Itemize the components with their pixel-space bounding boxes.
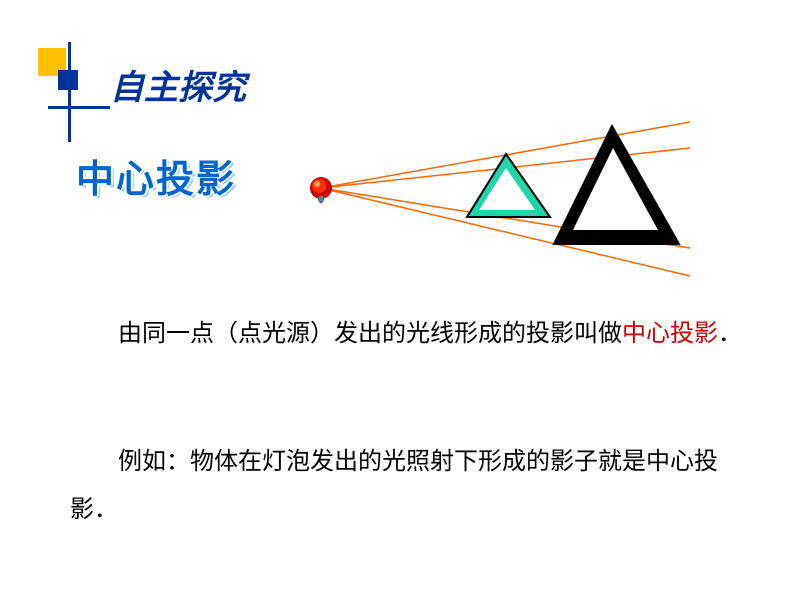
definition-text-post: ． xyxy=(718,321,742,347)
page-subheading: 中心投影 xyxy=(76,148,236,203)
light-bulb-icon xyxy=(310,177,332,204)
definition-paragraph: 由同一点（点光源）发出的光线形成的投影叫做中心投影． xyxy=(70,310,754,358)
page-heading: 自主探究 xyxy=(110,60,246,109)
projection-diagram xyxy=(295,118,695,288)
small-triangle xyxy=(467,154,550,217)
decoration-horizontal-line xyxy=(48,106,110,109)
decoration-blue-square xyxy=(58,70,78,90)
definition-highlight: 中心投影 xyxy=(622,321,718,347)
example-paragraph: 例如：物体在灯泡发出的光照射下形成的影子就是中心投影． xyxy=(70,438,754,534)
corner-decoration xyxy=(30,30,110,125)
decoration-vertical-line xyxy=(68,42,71,142)
definition-text-pre: 由同一点（点光源）发出的光线形成的投影叫做 xyxy=(118,321,622,347)
slide: 自主探究 中心投影 由同一点（点光源）发出的光线形成的投影叫做中心投影． 例如：… xyxy=(0,0,794,596)
